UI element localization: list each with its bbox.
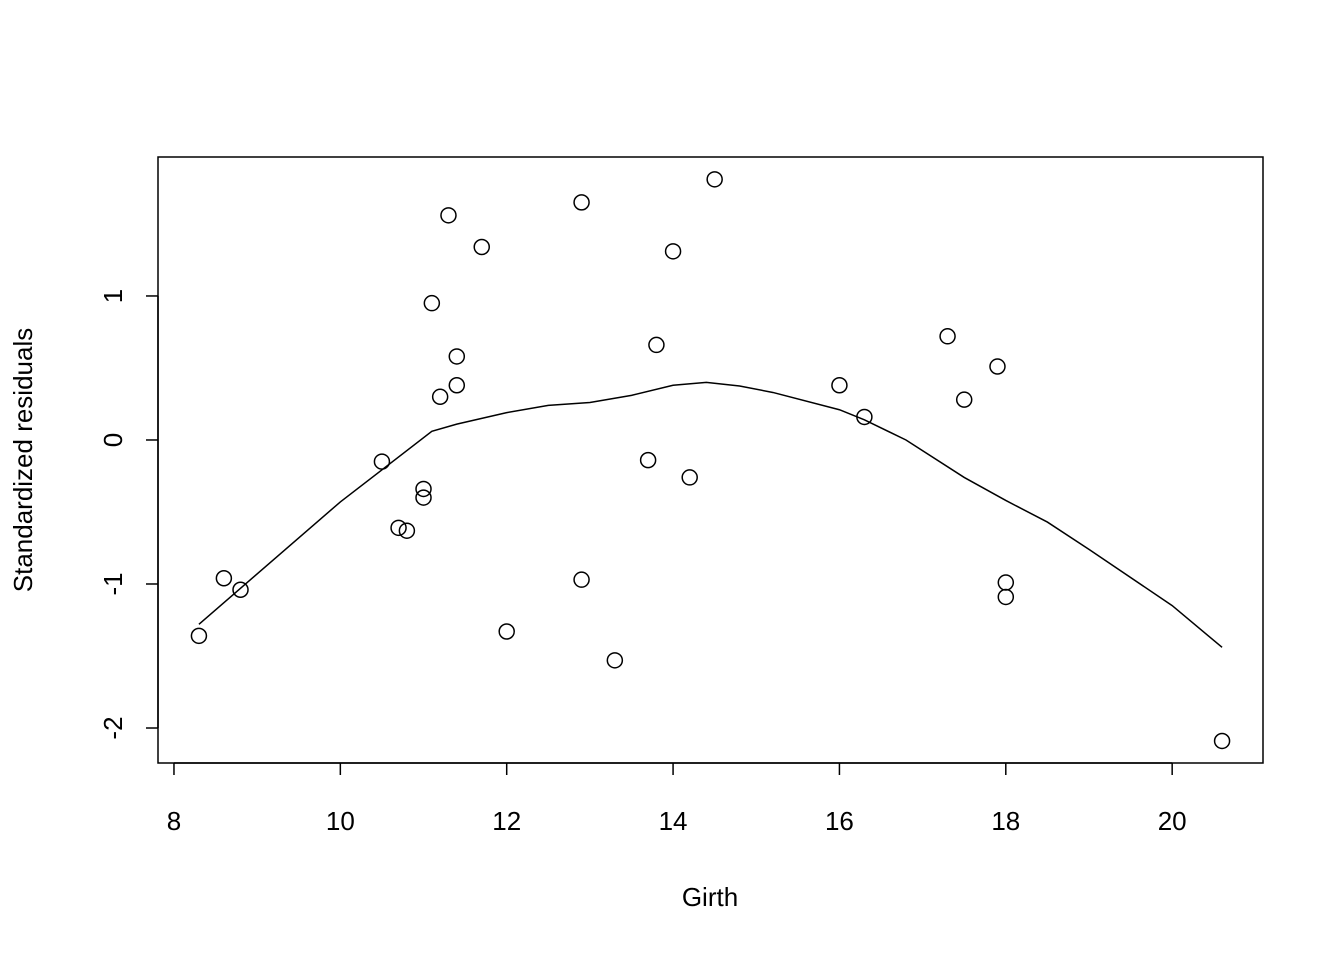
point [831,377,848,394]
x-axis-label: Girth [682,882,738,912]
point [498,623,515,640]
y-axis-label: Standardized residuals [8,328,38,593]
point [606,652,624,669]
point [706,171,723,188]
point [373,453,391,470]
point [440,207,457,224]
y-tick-label: -2 [98,716,128,739]
x-tick-label: 16 [825,806,854,836]
point [390,519,407,537]
point [448,377,466,394]
point [639,451,657,469]
point [939,328,956,345]
y-tick-label: 0 [98,433,128,447]
point [955,391,973,408]
x-tick-label: 18 [991,806,1020,836]
point [1213,732,1231,750]
point [190,627,208,645]
x-tick-label: 20 [1158,806,1187,836]
point [448,348,466,365]
point [573,571,590,588]
point [473,238,490,256]
y-tick-label: -1 [98,572,128,595]
point [415,489,432,506]
point [573,194,590,211]
point [232,581,249,599]
plot-box [157,156,1264,764]
point [398,522,416,539]
point [997,574,1015,591]
point [215,569,233,587]
x-tick-label: 8 [167,806,181,836]
x-tick-label: 14 [659,806,688,836]
y-tick-label: 1 [98,289,128,303]
point [415,480,432,498]
point [664,243,682,260]
smooth-line [198,381,1223,648]
point [997,588,1015,606]
point [989,358,1006,375]
x-tick-label: 10 [326,806,355,836]
point [648,336,665,354]
point [681,469,698,486]
point [431,388,449,406]
point [423,294,441,312]
x-tick-label: 12 [492,806,521,836]
